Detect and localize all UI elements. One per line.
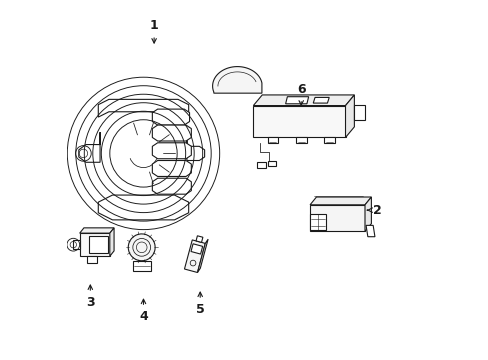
Polygon shape: [366, 225, 374, 237]
Text: 2: 2: [366, 204, 381, 217]
Polygon shape: [152, 109, 189, 125]
Polygon shape: [80, 233, 110, 256]
Polygon shape: [345, 95, 354, 138]
Polygon shape: [79, 132, 100, 162]
Polygon shape: [110, 228, 114, 256]
Polygon shape: [267, 161, 276, 166]
Polygon shape: [295, 138, 306, 143]
Polygon shape: [186, 134, 204, 161]
Polygon shape: [133, 261, 150, 271]
Polygon shape: [73, 240, 80, 249]
Polygon shape: [267, 138, 278, 143]
Polygon shape: [152, 125, 191, 141]
Polygon shape: [256, 162, 265, 168]
Polygon shape: [98, 195, 188, 220]
Polygon shape: [98, 99, 188, 117]
Polygon shape: [309, 197, 370, 205]
Polygon shape: [285, 97, 308, 104]
Text: 6: 6: [296, 83, 305, 105]
Text: 3: 3: [86, 285, 95, 309]
Text: 1: 1: [149, 19, 158, 43]
Polygon shape: [152, 143, 191, 159]
Polygon shape: [253, 105, 345, 138]
Polygon shape: [354, 104, 364, 121]
Polygon shape: [184, 240, 205, 273]
Polygon shape: [191, 244, 202, 254]
Polygon shape: [313, 98, 328, 103]
Polygon shape: [152, 178, 191, 194]
Polygon shape: [309, 205, 364, 231]
Polygon shape: [152, 161, 191, 176]
Polygon shape: [253, 95, 354, 105]
Polygon shape: [128, 234, 155, 261]
Polygon shape: [309, 214, 325, 230]
Polygon shape: [80, 228, 114, 233]
Text: 4: 4: [139, 299, 147, 323]
Polygon shape: [196, 236, 203, 242]
Polygon shape: [324, 138, 334, 143]
Polygon shape: [86, 256, 97, 263]
Polygon shape: [364, 197, 370, 231]
Polygon shape: [212, 67, 262, 93]
Polygon shape: [88, 236, 108, 253]
Polygon shape: [197, 239, 208, 273]
Text: 5: 5: [195, 292, 204, 316]
